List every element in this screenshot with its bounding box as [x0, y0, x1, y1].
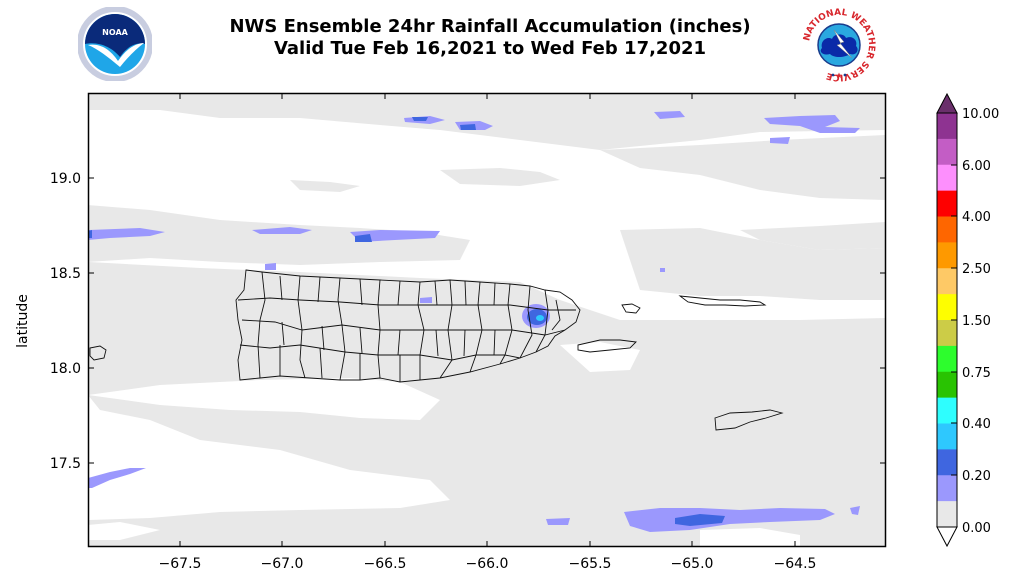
dry-areas [89, 342, 800, 546]
puerto-rico-boundaries [235, 269, 581, 383]
colorbar-segment [937, 475, 957, 502]
y-axis-title: latitude [15, 294, 31, 348]
svg-text:NOAA: NOAA [102, 28, 128, 37]
x-tick-label: −67.0 [261, 556, 304, 572]
x-tick-label: −67.5 [159, 556, 202, 572]
x-tick-label: −66.5 [364, 556, 407, 572]
colorbar-segment [937, 501, 957, 528]
colorbar-over-arrow [936, 92, 958, 114]
x-axis-labels: −67.5 −67.0 −66.5 −66.0 −65.5 −65.0 −64.… [159, 556, 817, 572]
y-axis-labels: 19.0 18.5 18.0 17.5 [50, 171, 81, 472]
colorbar-segment [937, 320, 957, 347]
colorbar-label: 10.00 [962, 107, 999, 122]
mona-island-coastline [89, 345, 107, 361]
colorbar-segment [937, 449, 957, 476]
noaa-logo-icon: NOAA [78, 7, 152, 81]
colorbar-labels: 10.00 6.00 4.00 2.50 1.50 0.75 0.40 0.20… [962, 107, 999, 536]
colorbar-segment [937, 216, 957, 243]
colorbar-label: 1.50 [962, 314, 991, 329]
vieques-coastline [577, 339, 637, 353]
x-tick-label: −64.5 [774, 556, 817, 572]
colorbar-segments [937, 113, 957, 528]
y-axis-ticks [88, 177, 886, 464]
x-axis-ticks [179, 93, 796, 547]
x-tick-label: −65.0 [671, 556, 714, 572]
colorbar-label: 0.40 [962, 417, 991, 432]
colorbar-segment [937, 371, 957, 399]
colorbar-ticks [951, 112, 957, 528]
moderate-rain-areas [89, 117, 725, 526]
colorbar-segment [937, 113, 957, 140]
st-croix-coastline [714, 409, 784, 431]
colorbar-segment [937, 164, 957, 192]
x-tick-label: −66.0 [466, 556, 509, 572]
colorbar-segment [937, 190, 957, 218]
nws-logo-icon: NATIONAL WEATHER SERVICE [802, 8, 876, 82]
colorbar-label: 6.00 [962, 159, 991, 174]
trace-rain-areas [89, 94, 885, 546]
colorbar-label: 0.20 [962, 469, 991, 484]
colorbar-under-arrow [936, 526, 958, 548]
culebra-coastline [621, 303, 641, 314]
y-tick-label: 17.5 [50, 456, 81, 472]
island-coastlines [89, 295, 784, 431]
colorbar-label: 0.00 [962, 521, 991, 536]
colorbar: 10.00 6.00 4.00 2.50 1.50 0.75 0.40 0.20… [936, 92, 999, 548]
chart-title: NWS Ensemble 24hr Rainfall Accumulation … [170, 16, 810, 60]
title-line-1: NWS Ensemble 24hr Rainfall Accumulation … [229, 16, 751, 37]
colorbar-segment [937, 294, 957, 321]
colorbar-segment [937, 242, 957, 269]
y-tick-label: 19.0 [50, 171, 81, 187]
colorbar-segment [937, 423, 957, 450]
colorbar-label: 4.00 [962, 210, 991, 225]
title-line-2: Valid Tue Feb 16,2021 to Wed Feb 17,2021 [273, 38, 707, 59]
colorbar-segment [937, 268, 957, 295]
y-tick-label: 18.5 [50, 266, 81, 282]
virgin-islands-coastline [678, 295, 767, 307]
y-tick-label: 18.0 [50, 361, 81, 377]
colorbar-segment [937, 345, 957, 373]
x-tick-label: −65.5 [569, 556, 612, 572]
map-area [89, 94, 885, 546]
colorbar-segment [937, 397, 957, 425]
colorbar-segment [937, 138, 957, 166]
eastern-pr-rain-cell [522, 304, 550, 328]
colorbar-label: 2.50 [962, 262, 991, 277]
colorbar-label: 0.75 [962, 366, 991, 381]
